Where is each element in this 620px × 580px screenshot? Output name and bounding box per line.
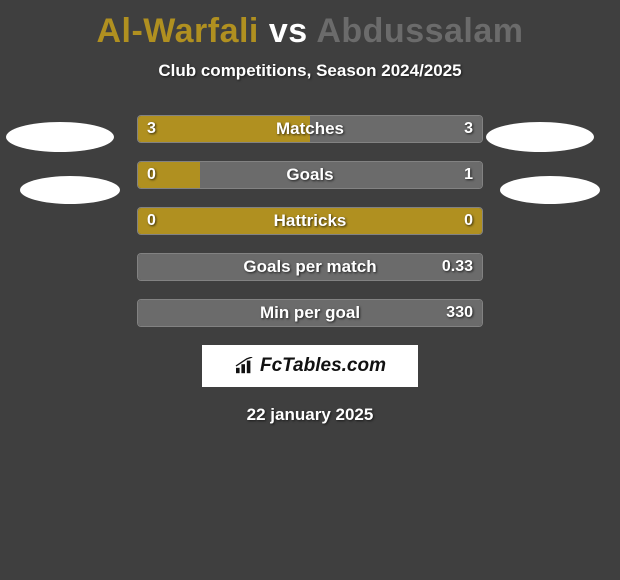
- avatar-ellipse: [500, 176, 600, 204]
- value-left: 0: [147, 207, 156, 235]
- fill-left: [138, 208, 482, 234]
- avatar-ellipse: [20, 176, 120, 204]
- value-right: 330: [446, 299, 473, 327]
- stat-bar: [137, 253, 483, 281]
- stat-row: 33Matches: [137, 115, 483, 143]
- subtitle: Club competitions, Season 2024/2025: [0, 61, 620, 81]
- brand-text: FcTables.com: [260, 355, 386, 377]
- player2-name: Abdussalam: [316, 12, 523, 50]
- fill-right: [138, 254, 482, 280]
- vs-label: vs: [269, 12, 308, 50]
- avatar-ellipse: [6, 122, 114, 152]
- title: Al-Warfali vs Abdussalam: [0, 0, 620, 51]
- date-label: 22 january 2025: [0, 405, 620, 425]
- value-right: 0.33: [442, 253, 473, 281]
- value-right: 1: [464, 161, 473, 189]
- value-left: 0: [147, 161, 156, 189]
- brand-badge: FcTables.com: [202, 345, 418, 387]
- stat-row: 01Goals: [137, 161, 483, 189]
- value-right: 3: [464, 115, 473, 143]
- fill-right: [138, 300, 482, 326]
- stat-bar: [137, 115, 483, 143]
- fill-right: [200, 162, 482, 188]
- comparison-infographic: Al-Warfali vs Abdussalam Club competitio…: [0, 0, 620, 580]
- stat-bar: [137, 161, 483, 189]
- stat-row: 330Min per goal: [137, 299, 483, 327]
- value-left: 3: [147, 115, 156, 143]
- bar-chart-icon: [234, 357, 256, 375]
- fill-left: [138, 116, 310, 142]
- avatar-ellipse: [486, 122, 594, 152]
- stat-row: 0.33Goals per match: [137, 253, 483, 281]
- stat-bar: [137, 299, 483, 327]
- stat-bar: [137, 207, 483, 235]
- fill-right: [310, 116, 482, 142]
- player1-name: Al-Warfali: [96, 12, 258, 50]
- value-right: 0: [464, 207, 473, 235]
- stat-row: 00Hattricks: [137, 207, 483, 235]
